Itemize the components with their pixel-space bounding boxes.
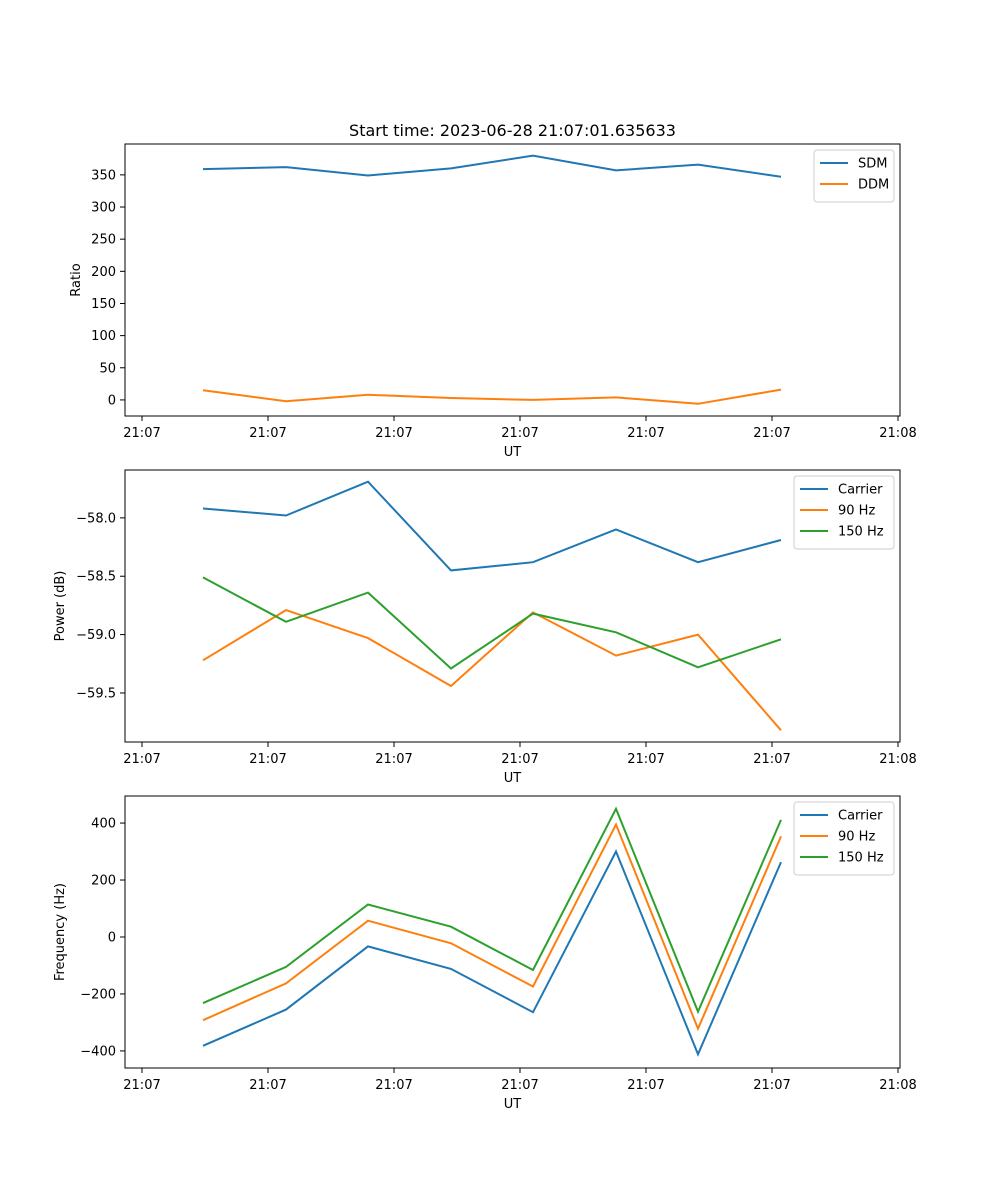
x-tick-label: 21:07 [501, 1078, 538, 1093]
y-tick-label: −58.5 [76, 570, 116, 585]
x-tick-label: 21:07 [753, 426, 790, 441]
y-tick-label: 0 [108, 930, 116, 945]
x-tick-label: 21:07 [753, 752, 790, 767]
x-tick-label: 21:07 [249, 1078, 286, 1093]
y-tick-label: 300 [91, 201, 116, 216]
axes-frame [124, 795, 901, 1069]
legend: SDM DDM [813, 149, 895, 203]
y-tick-label: 200 [91, 874, 116, 889]
y-tick-label: −59.0 [76, 628, 116, 643]
x-tick-label: 21:07 [627, 1078, 664, 1093]
series-line-carrier [202, 849, 782, 1057]
x-axis-label: UT [504, 1097, 522, 1112]
legend-label: 90 Hz [838, 830, 875, 845]
x-tick-label: 21:07 [501, 426, 538, 441]
y-tick-label: 200 [91, 265, 116, 280]
y-tick-label: 400 [91, 817, 116, 832]
chart-title: Start time: 2023-06-28 21:07:01.635633 [349, 121, 676, 140]
legend-label: 90 Hz [838, 504, 875, 519]
axes-frame [124, 143, 901, 417]
x-tick-label: 21:08 [879, 752, 916, 767]
series-line-150-hz [202, 576, 782, 670]
x-tick-label: 21:07 [375, 752, 412, 767]
x-tick-label: 21:07 [123, 1078, 160, 1093]
legend-label: Carrier [838, 809, 883, 824]
ratio-subplot: Start time: 2023-06-28 21:07:01.635633 21… [69, 121, 917, 460]
y-tick-label: −200 [80, 987, 116, 1002]
power-subplot: 21:07 21:07 21:07 21:07 21:07 21:07 21:08 UT −58… [53, 469, 917, 786]
legend: Carrier 90 Hz 150 Hz [793, 475, 895, 550]
x-tick-label: 21:07 [375, 426, 412, 441]
legend: Carrier 90 Hz 150 Hz [793, 801, 895, 876]
legend-label: SDM [858, 157, 887, 172]
x-tick-label: 21:07 [627, 752, 664, 767]
axes-frame [124, 469, 901, 743]
series-line-carrier [202, 480, 782, 572]
y-tick-label: 150 [91, 297, 116, 312]
x-axis-label: UT [504, 771, 522, 786]
legend-label: DDM [858, 178, 889, 193]
x-tick-label: 21:07 [375, 1078, 412, 1093]
frequency-subplot: 21:07 21:07 21:07 21:07 21:07 21:07 21:08 UT −40… [53, 795, 917, 1112]
y-tick-label: 350 [91, 168, 116, 183]
y-tick-label: −59.5 [76, 686, 116, 701]
legend-label: 150 Hz [838, 851, 884, 866]
y-tick-label: −58.0 [76, 511, 116, 526]
series-line-150-hz [202, 806, 782, 1015]
legend-label: Carrier [838, 483, 883, 498]
series-line-90-hz [202, 609, 782, 731]
legend-label: 150 Hz [838, 525, 884, 540]
x-tick-label: 21:07 [753, 1078, 790, 1093]
y-tick-label: 0 [108, 393, 116, 408]
x-tick-label: 21:08 [879, 426, 916, 441]
x-tick-label: 21:07 [249, 752, 286, 767]
y-tick-label: 250 [91, 233, 116, 248]
y-axis-label: Power (dB) [53, 571, 68, 642]
y-tick-label: 50 [99, 361, 116, 376]
y-tick-label: 100 [91, 329, 116, 344]
x-tick-label: 21:08 [879, 1078, 916, 1093]
x-tick-label: 21:07 [123, 426, 160, 441]
series-line-90-hz [202, 822, 782, 1032]
x-tick-label: 21:07 [249, 426, 286, 441]
x-tick-label: 21:07 [627, 426, 664, 441]
x-tick-label: 21:07 [123, 752, 160, 767]
x-tick-label: 21:07 [501, 752, 538, 767]
y-axis-label: Frequency (Hz) [53, 883, 68, 981]
series-line-sdm [202, 154, 782, 178]
x-axis-label: UT [504, 445, 522, 460]
y-tick-label: −400 [80, 1044, 116, 1059]
series-line-ddm [202, 388, 782, 405]
y-axis-label: Ratio [69, 263, 84, 296]
